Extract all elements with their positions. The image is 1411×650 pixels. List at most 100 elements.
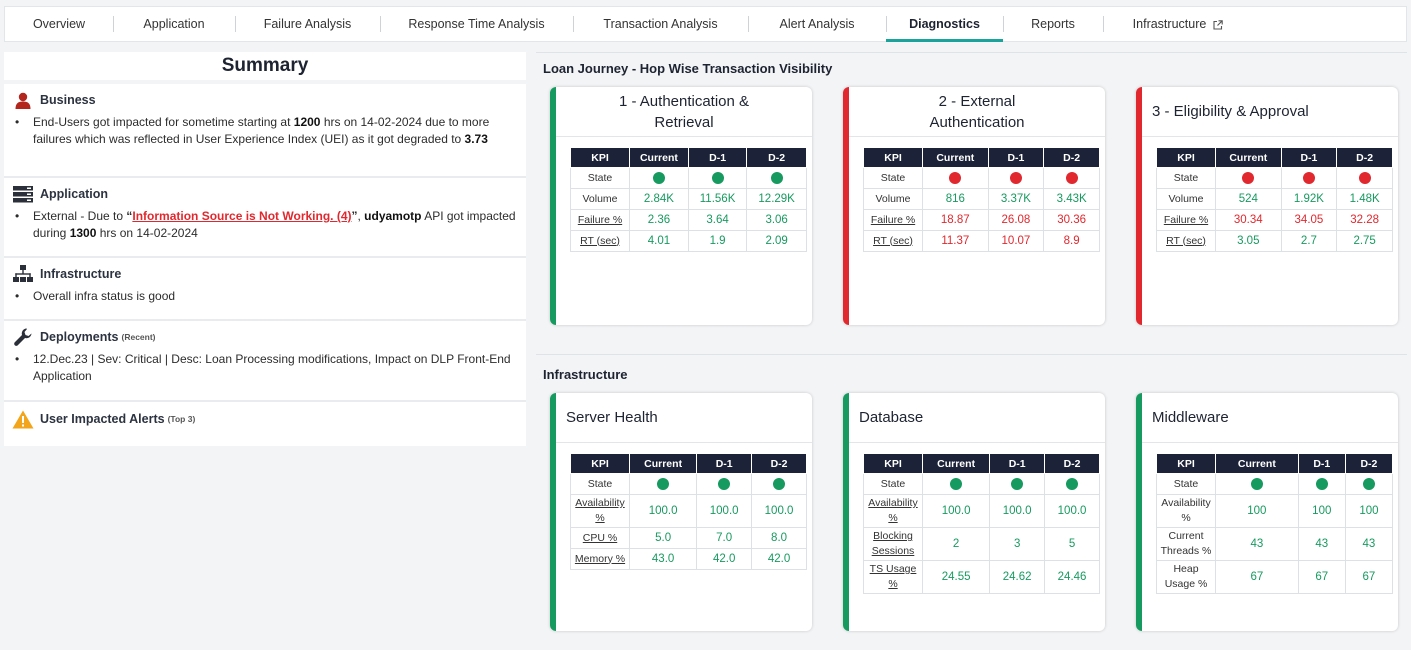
journey-hop-card[interactable]: 2 - External Authentication KPI Current D-1 D…	[843, 87, 1105, 325]
state-cell	[922, 167, 989, 189]
value-cell: 100.0	[989, 494, 1046, 528]
tab-overview[interactable]: Overview	[32, 17, 86, 31]
status-dot-icon	[1065, 171, 1078, 184]
kpi-label[interactable]: Failure %	[863, 209, 923, 231]
kpi-label[interactable]: Availability %	[863, 494, 923, 528]
kpi-table: KPI Current D-1 D-2 State Volume 816 3.37K 3.43K…	[863, 147, 1100, 252]
card-title: 3 - Eligibility & Approval	[1142, 87, 1398, 137]
deployments-section: Deployments (Recent) • 12.Dec.23 | Sev: C…	[4, 321, 526, 402]
infra-card[interactable]: Middleware KPI Current D-1 D-2 State Availabil…	[1136, 393, 1398, 631]
state-cell	[1044, 473, 1100, 495]
table-row: RT (sec) 11.37 10.07 8.9	[863, 230, 1100, 252]
kpi-label[interactable]: Availability %	[570, 494, 630, 528]
journey-hop-card[interactable]: 1 - Authentication & Retrieval KPI Current D…	[550, 87, 812, 325]
kpi-label[interactable]: Failure %	[1156, 209, 1216, 231]
alert-link[interactable]: Information Source is Not Working. (4)	[132, 209, 352, 223]
status-dot-icon	[1009, 171, 1022, 184]
value-cell: 18.87	[922, 209, 989, 231]
column-header: KPI	[570, 453, 630, 474]
value-cell: 42.0	[696, 548, 753, 570]
value-cell: 3.06	[746, 209, 807, 231]
tab-diagnostics[interactable]: Diagnostics	[886, 7, 1003, 42]
infrastructure-title: Infrastructure	[543, 367, 628, 382]
value-cell: 43	[1215, 527, 1299, 561]
deployments-text: • 12.Dec.23 | Sev: Critical | Desc: Loan …	[15, 352, 511, 383]
infra-card[interactable]: Database KPI Current D-1 D-2 State Availabilit…	[843, 393, 1105, 631]
state-cell	[1280, 167, 1338, 189]
status-bar	[843, 87, 849, 325]
column-header: D-1	[1297, 453, 1346, 474]
infrastructure-text: • Overall infra status is good	[15, 289, 176, 303]
state-cell	[1043, 167, 1100, 189]
value-cell: 67	[1215, 560, 1299, 594]
status-dot-icon	[1302, 171, 1315, 184]
state-cell	[746, 167, 807, 189]
table-row: Volume 2.84K 11.56K 12.29K	[570, 188, 807, 210]
tab-bar: Overview Application Failure Analysis Respo…	[4, 6, 1407, 42]
kpi-label[interactable]: Memory %	[570, 548, 630, 570]
kpi-label[interactable]: CPU %	[570, 527, 630, 549]
value-cell: 24.46	[1044, 560, 1100, 594]
tab-reports[interactable]: Reports	[1003, 7, 1103, 41]
application-heading: Application	[12, 185, 518, 203]
column-header: D-1	[687, 147, 748, 168]
column-header: D-1	[1280, 147, 1338, 168]
column-header: Current	[629, 147, 689, 168]
status-bar	[550, 87, 556, 325]
state-cell	[921, 473, 991, 495]
table-row: State	[570, 473, 807, 495]
tab-alert-analysis[interactable]: Alert Analysis	[748, 7, 886, 41]
status-dot-icon	[1066, 477, 1079, 490]
tab-transaction-analysis[interactable]: Transaction Analysis	[573, 7, 748, 41]
value-cell: 24.62	[989, 560, 1046, 594]
table-row: Heap Usage % 67 67 67	[1156, 560, 1394, 594]
value-cell: 100.0	[921, 494, 991, 528]
table-row: Memory % 43.0 42.0 42.0	[570, 548, 807, 570]
kpi-label[interactable]: Failure %	[570, 209, 630, 231]
kpi-label[interactable]: Blocking Sessions	[863, 527, 923, 561]
tab-failure-analysis[interactable]: Failure Analysis	[235, 7, 380, 41]
value-cell: 3	[989, 527, 1046, 561]
state-cell	[751, 473, 807, 495]
value-cell: 67	[1344, 560, 1394, 594]
tab-response-time-analysis[interactable]: Response Time Analysis	[380, 7, 573, 41]
value-cell: 5.0	[628, 527, 698, 549]
table-row: Availability % 100.0 100.0 100.0	[570, 494, 807, 528]
value-cell: 100.0	[628, 494, 698, 528]
infra-card[interactable]: Server Health KPI Current D-1 D-2 State Availa…	[550, 393, 812, 631]
column-header: KPI	[1156, 147, 1216, 168]
tab-infrastructure[interactable]: Infrastructure	[1103, 7, 1253, 41]
journey-hop-card[interactable]: 3 - Eligibility & Approval KPI Current D-1 D…	[1136, 87, 1398, 325]
tab-application[interactable]: Application	[113, 7, 235, 41]
value-cell: 100.0	[751, 494, 807, 528]
value-cell: 5	[1044, 527, 1100, 561]
state-cell	[628, 473, 698, 495]
column-header: D-1	[696, 453, 753, 474]
value-cell: 3.43K	[1043, 188, 1100, 210]
card-title: Database	[849, 393, 1105, 443]
card-title: 1 - Authentication & Retrieval	[556, 87, 812, 137]
kpi-table: KPI Current D-1 D-2 State Availability % 100 10…	[1156, 453, 1394, 594]
value-cell: 11.56K	[687, 188, 748, 210]
value-cell: 2.36	[629, 209, 689, 231]
kpi-label[interactable]: RT (sec)	[1156, 230, 1216, 252]
summary-title: Summary	[4, 52, 526, 80]
kpi-label: State	[1156, 167, 1216, 189]
kpi-label[interactable]: RT (sec)	[863, 230, 923, 252]
value-cell: 3.05	[1215, 230, 1282, 252]
kpi-label: Volume	[570, 188, 630, 210]
column-header: Current	[921, 453, 991, 474]
column-header: D-2	[1344, 453, 1394, 474]
table-row: State	[863, 167, 1100, 189]
kpi-label: Volume	[1156, 188, 1216, 210]
value-cell: 100.0	[696, 494, 753, 528]
status-dot-icon	[1242, 171, 1255, 184]
status-dot-icon	[652, 171, 665, 184]
value-cell: 67	[1297, 560, 1346, 594]
kpi-label[interactable]: TS Usage %	[863, 560, 923, 594]
value-cell: 43	[1344, 527, 1394, 561]
card-title: Middleware	[1142, 393, 1398, 443]
wrench-icon	[12, 328, 34, 346]
value-cell: 2.7	[1280, 230, 1338, 252]
kpi-label[interactable]: RT (sec)	[570, 230, 630, 252]
